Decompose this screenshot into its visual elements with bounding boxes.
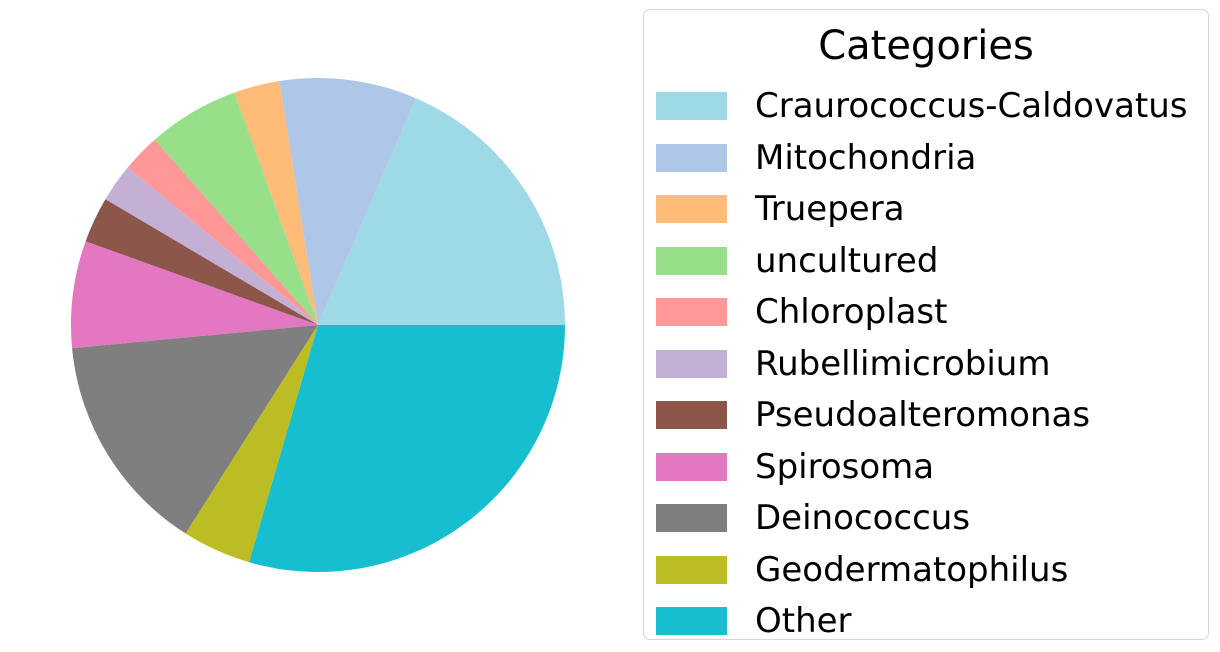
legend-title: Categories bbox=[818, 23, 1034, 69]
pie-slice-craurococcus-caldovatus bbox=[318, 98, 565, 325]
legend-swatch bbox=[656, 555, 727, 584]
pie-slice-other bbox=[249, 325, 565, 572]
legend-swatch bbox=[656, 607, 727, 635]
pie-slice-truepera bbox=[234, 81, 318, 325]
legend-swatch bbox=[656, 298, 727, 326]
legend-label: uncultured bbox=[755, 240, 939, 281]
pie-chart bbox=[70, 77, 565, 572]
pie-slice-chloroplast bbox=[127, 139, 318, 325]
legend-label: Other bbox=[755, 601, 852, 641]
pie-slice-spirosoma bbox=[70, 241, 318, 349]
pie-slice-geodermatophilus bbox=[185, 325, 318, 563]
legend-label: Truepera bbox=[755, 189, 905, 229]
pie-slice-mitochondria bbox=[279, 77, 417, 325]
pie-slice-deinococcus bbox=[72, 325, 318, 534]
legend-label: Geodermatophilus bbox=[755, 549, 1069, 590]
pie-slice-pseudoalteromonas bbox=[85, 199, 318, 325]
legend-swatch bbox=[656, 401, 727, 429]
legend-swatch bbox=[656, 452, 727, 481]
legend-swatch bbox=[656, 504, 727, 532]
legend-swatch bbox=[656, 92, 727, 120]
legend-swatch bbox=[656, 195, 727, 223]
legend-label: Spirosoma bbox=[755, 446, 935, 487]
legend-swatch bbox=[656, 349, 727, 378]
legend-label: Craurococcus-Caldovatus bbox=[755, 86, 1188, 126]
pie-slice-rubellimicrobium bbox=[105, 167, 318, 325]
legend-label: Mitochondria bbox=[755, 137, 977, 178]
legend-label: Chloroplast bbox=[755, 292, 948, 332]
legend-label: Rubellimicrobium bbox=[755, 343, 1051, 384]
legend: Categories Craurococcus-Caldovatus Mitoch… bbox=[643, 9, 1209, 641]
legend-label: Deinococcus bbox=[755, 498, 971, 538]
pie-slice-uncultured bbox=[154, 92, 318, 325]
legend-swatch bbox=[656, 143, 727, 172]
legend-swatch bbox=[656, 246, 727, 275]
legend-label: Pseudoalteromonas bbox=[755, 395, 1091, 435]
